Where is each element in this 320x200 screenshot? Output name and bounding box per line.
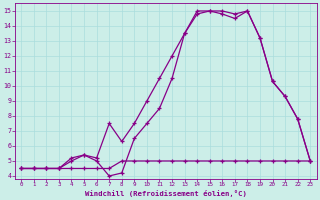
X-axis label: Windchill (Refroidissement éolien,°C): Windchill (Refroidissement éolien,°C) <box>85 190 247 197</box>
